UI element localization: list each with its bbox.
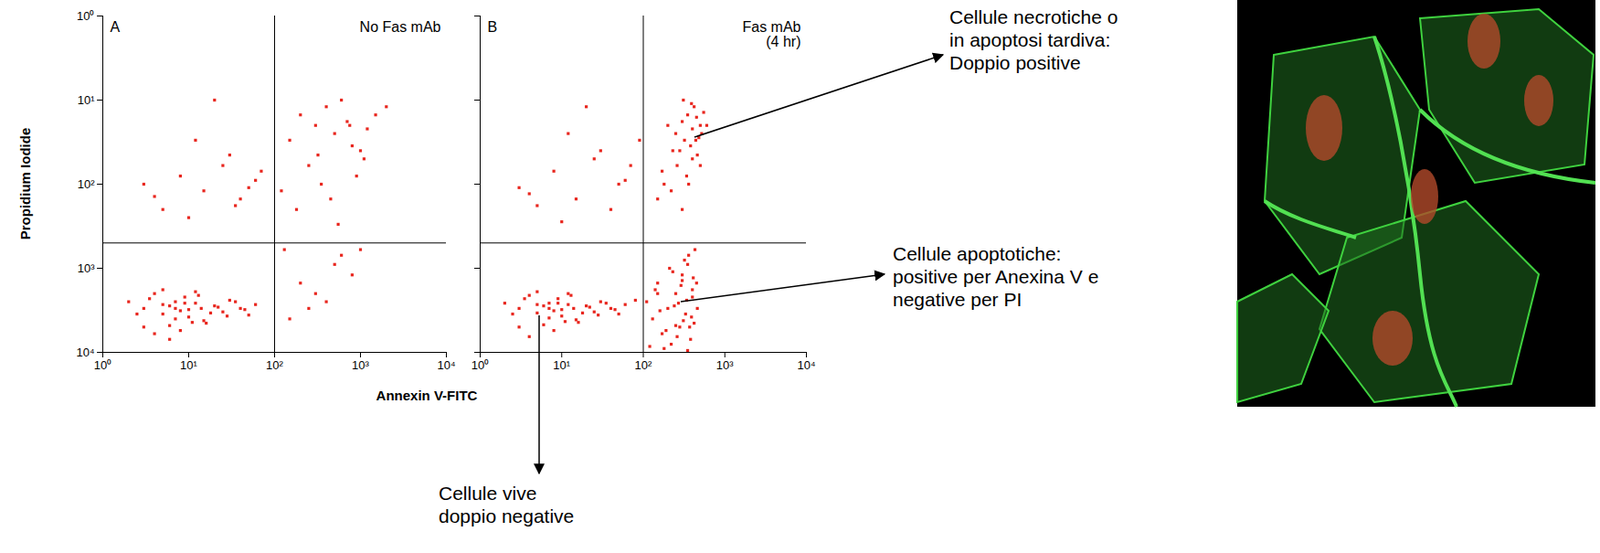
- html-text:Doppio positive: Doppio positive: [949, 52, 1081, 74]
- svg-text:A: A: [110, 19, 121, 35]
- html-text:Annexin V-FITC: Annexin V-FITC: [376, 386, 478, 403]
- html-text:Cellule vive: Cellule vive: [438, 482, 537, 504]
- html-text:doppio negative: doppio negative: [438, 505, 575, 527]
- html-text:Cellule necrotiche o: Cellule necrotiche o: [949, 6, 1118, 28]
- svg-text:10²: 10²: [635, 358, 653, 372]
- svg-text:10¹: 10¹: [77, 93, 96, 107]
- html-text:negative per PI: negative per PI: [892, 288, 1022, 310]
- svg-text:10⁰: 10⁰: [94, 358, 112, 372]
- svg-text:10³: 10³: [351, 358, 370, 372]
- svg-text:10⁰: 10⁰: [471, 358, 489, 372]
- svg-text:No Fas mAb: No Fas mAb: [360, 19, 442, 35]
- html-text:positive per Anexina V e: positive per Anexina V e: [892, 265, 1099, 287]
- html-text:Propidium Iodide: Propidium Iodide: [16, 127, 33, 240]
- svg-text:10⁴: 10⁴: [75, 345, 95, 360]
- svg-text:10²: 10²: [265, 358, 284, 372]
- html-text:Cellule apoptotiche:: Cellule apoptotiche:: [892, 243, 1062, 265]
- svg-text:10⁴: 10⁴: [436, 358, 456, 372]
- svg-text:10²: 10²: [77, 177, 96, 191]
- svg-text:10¹: 10¹: [180, 358, 198, 372]
- svg-text:10³: 10³: [77, 261, 96, 276]
- svg-text:B: B: [487, 19, 499, 35]
- svg-text:10³: 10³: [716, 358, 734, 372]
- svg-text:10⁴: 10⁴: [796, 358, 816, 372]
- svg-text:10¹: 10¹: [552, 358, 571, 372]
- html-text:in apoptosi tardiva:: in apoptosi tardiva:: [949, 29, 1111, 51]
- svg-text:10⁰: 10⁰: [76, 9, 95, 23]
- svg-text:Fas mAb(4 hr): Fas mAb(4 hr): [741, 19, 801, 50]
